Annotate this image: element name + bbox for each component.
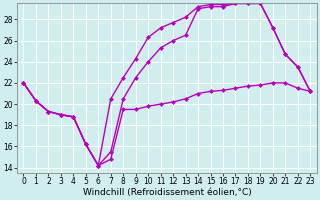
X-axis label: Windchill (Refroidissement éolien,°C): Windchill (Refroidissement éolien,°C)	[83, 188, 251, 197]
